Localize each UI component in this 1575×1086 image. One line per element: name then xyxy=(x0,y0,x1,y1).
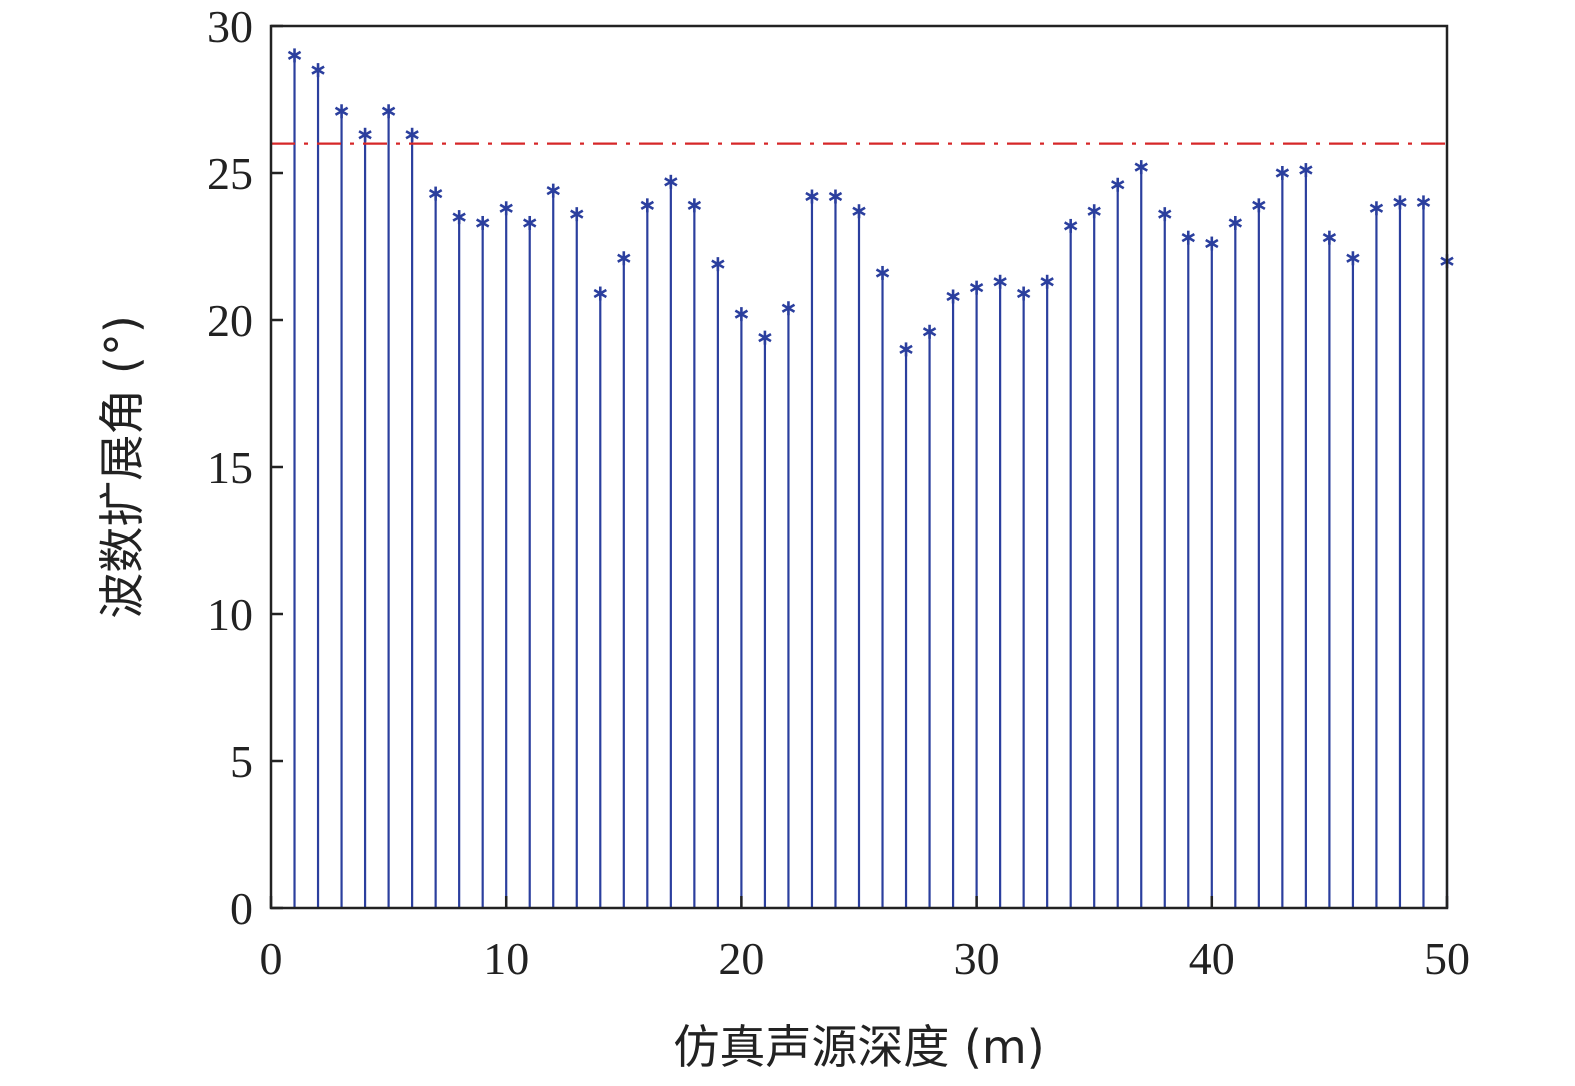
asterisk-marker xyxy=(758,330,772,345)
asterisk-marker xyxy=(1205,236,1219,251)
x-tick-label: 30 xyxy=(954,933,1000,984)
asterisk-marker xyxy=(499,201,513,216)
stem-series xyxy=(287,48,1454,908)
asterisk-marker xyxy=(946,289,960,304)
asterisk-marker xyxy=(452,210,466,225)
asterisk-marker xyxy=(1299,163,1313,178)
asterisk-marker xyxy=(899,342,913,357)
y-tick-label: 0 xyxy=(230,883,253,934)
asterisk-marker xyxy=(1252,198,1266,213)
y-tick-label: 5 xyxy=(230,736,253,787)
asterisk-marker xyxy=(1416,195,1431,210)
asterisk-marker xyxy=(828,189,843,204)
asterisk-marker xyxy=(781,301,796,316)
asterisk-marker xyxy=(1275,166,1290,180)
x-tick-label: 0 xyxy=(260,933,283,984)
asterisk-marker xyxy=(405,127,419,142)
asterisk-marker xyxy=(475,215,490,230)
asterisk-marker xyxy=(1087,204,1101,219)
asterisk-marker xyxy=(734,307,749,322)
y-tick-label: 10 xyxy=(207,589,253,640)
asterisk-marker xyxy=(287,48,302,63)
x-tick-label: 50 xyxy=(1424,933,1470,984)
asterisk-marker xyxy=(523,215,537,230)
asterisk-marker xyxy=(687,198,702,213)
asterisk-marker xyxy=(969,280,984,295)
asterisk-marker xyxy=(1111,177,1125,192)
asterisk-marker xyxy=(1063,218,1078,233)
y-tick-label: 15 xyxy=(207,442,253,493)
asterisk-marker xyxy=(711,257,725,272)
asterisk-marker xyxy=(1040,274,1054,289)
asterisk-marker xyxy=(640,198,655,213)
asterisk-marker xyxy=(617,251,631,266)
asterisk-marker xyxy=(805,189,819,204)
asterisk-marker xyxy=(1016,286,1031,301)
asterisk-marker xyxy=(546,183,560,198)
asterisk-marker xyxy=(1322,230,1337,245)
asterisk-marker xyxy=(570,207,584,222)
y-axis-label: 波数扩展角 (°) xyxy=(95,315,149,619)
asterisk-marker xyxy=(1228,215,1243,230)
x-tick-label: 20 xyxy=(718,933,764,984)
asterisk-marker xyxy=(334,104,349,119)
y-tick-label: 30 xyxy=(207,1,253,52)
asterisk-marker xyxy=(593,286,607,301)
y-tick-label: 20 xyxy=(207,295,253,346)
asterisk-marker xyxy=(852,204,866,219)
asterisk-marker xyxy=(1181,230,1195,245)
asterisk-marker xyxy=(993,274,1007,289)
asterisk-marker xyxy=(311,63,325,78)
asterisk-marker xyxy=(922,324,937,339)
asterisk-marker xyxy=(381,104,396,119)
asterisk-marker xyxy=(1346,251,1360,266)
asterisk-marker xyxy=(358,127,372,142)
y-tick-label: 25 xyxy=(207,148,253,199)
asterisk-marker xyxy=(428,186,443,201)
x-axis-label: 仿真声源深度 (m) xyxy=(673,1020,1044,1074)
asterisk-marker xyxy=(664,174,678,189)
asterisk-marker xyxy=(875,265,890,280)
axis-ticks: 0 10 20 30 40 50 0 5 10 15 20 25 30 xyxy=(207,1,1470,984)
asterisk-marker xyxy=(1393,195,1407,210)
asterisk-marker xyxy=(1369,201,1384,216)
x-tick-label: 40 xyxy=(1189,933,1235,984)
x-tick-label: 10 xyxy=(483,933,529,984)
asterisk-marker xyxy=(1158,207,1172,222)
asterisk-marker xyxy=(1134,160,1148,175)
